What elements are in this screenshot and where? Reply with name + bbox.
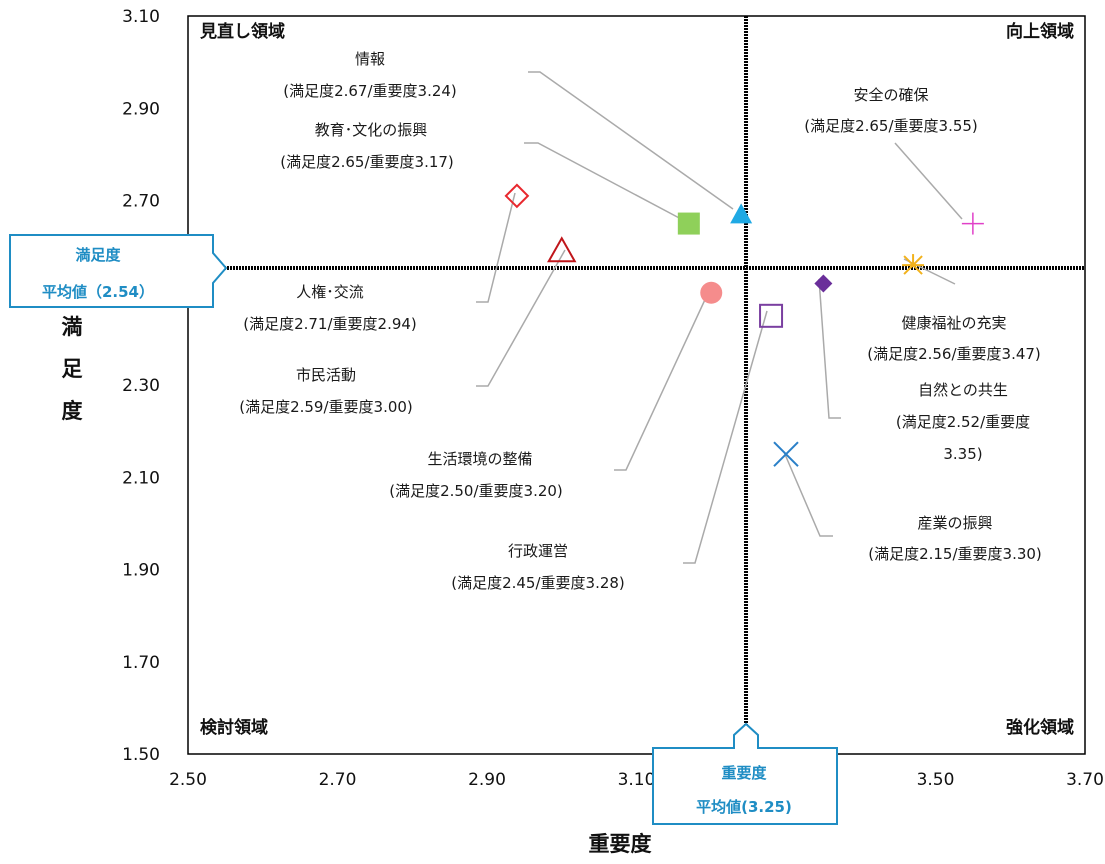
leader-line-safety [894,142,963,220]
point-label-education-values: (満足度2.65/重要度3.17) [280,153,454,171]
y-tick-label: 1.90 [122,561,160,581]
y-axis-title: 満足度 [62,315,83,423]
plot-frame [187,15,1086,755]
point-label-admin-name: 行政運営 [508,542,568,560]
leader-line-admin [683,310,768,564]
point-label-civic-name: 市民活動 [296,366,356,384]
point-label-human-rights-name: 人権･交流 [296,283,364,301]
avg-satisfaction-label: 満足度 [75,246,121,264]
y-tick-label: 2.10 [122,468,160,488]
x-axis-ticks: 2.502.702.903.103.303.503.70 [169,770,1104,790]
y-tick-label: 2.70 [122,192,160,212]
data-point-marker [759,303,784,328]
point-label-nature-values: (満足度2.52/重要度 [896,413,1030,431]
x-tick-label: 3.70 [1066,770,1104,790]
point-label-industry-name: 産業の振興 [917,514,992,532]
avg-importance-value: 平均値(3.25) [696,798,792,816]
point-label-human-rights-values: (満足度2.71/重要度2.94) [243,315,417,333]
y-tick-label: 3.10 [122,7,160,27]
x-tick-label: 2.70 [319,770,357,790]
point-label-environment-name: 生活環境の整備 [427,450,532,468]
point-label-industry-values: (満足度2.15/重要度3.30) [868,545,1042,563]
leader-line-nature [818,278,841,419]
x-tick-label: 3.50 [917,770,955,790]
point-label-safety-name: 安全の確保 [853,86,928,104]
leader-line-info [528,71,734,210]
data-point-marker [504,183,530,209]
leader-line-civic [476,249,566,387]
avg-satisfaction-value: 平均値（2.54） [42,283,154,301]
x-tick-label: 2.50 [169,770,207,790]
avg-importance-label: 重要度 [721,764,767,782]
leader-line-industry [783,451,833,537]
quadrant-top-right: 向上領域 [1006,21,1074,42]
point-label-safety-values: (満足度2.65/重要度3.55) [804,117,978,135]
y-axis-title-char: 足 [62,357,83,381]
quadrant-bottom-left: 検討領域 [200,717,268,738]
quadrant-top-left: 見直し領域 [199,21,285,42]
leader-line-human-rights [476,192,516,303]
x-axis-title: 重要度 [589,832,652,856]
point-label-admin-values: (満足度2.45/重要度3.28) [451,574,625,592]
data-point-marker [677,212,700,235]
point-label-health-values: (満足度2.56/重要度3.47) [867,345,1041,363]
leader-line-environment [614,290,710,471]
point-labels: 情報 (満足度2.67/重要度3.24) 教育･文化の振興 (満足度2.65/重… [239,50,1042,592]
leader-line-education [524,142,684,221]
data-point-marker [700,281,723,304]
point-label-info-values: (満足度2.67/重要度3.24) [283,82,457,100]
data-markers [504,183,984,467]
quadrant-bottom-right: 強化領域 [1006,717,1074,738]
y-tick-label: 1.70 [122,653,160,673]
y-axis-title-char: 度 [62,399,83,423]
point-label-education-name: 教育･文化の振興 [315,121,428,139]
point-label-environment-values: (満足度2.50/重要度3.20) [389,482,563,500]
data-point-marker [961,212,984,235]
data-point-marker [773,441,799,467]
data-point-marker [902,254,925,275]
data-point-marker [547,236,577,263]
avg-satisfaction-callout: 満足度 平均値（2.54） [9,234,228,308]
point-label-nature-name: 自然との共生 [918,381,1008,399]
point-label-health-name: 健康福祉の充実 [901,314,1006,332]
y-axis-ticks: 1.501.701.902.102.302.502.702.903.10 [122,7,160,765]
avg-importance-callout: 重要度 平均値(3.25) [652,722,838,825]
y-axis-title-char: 満 [62,315,83,339]
point-label-info-name: 情報 [355,50,385,68]
x-tick-label: 2.90 [468,770,506,790]
x-tick-label: 3.10 [618,770,656,790]
leader-lines [476,71,963,564]
data-point-marker [814,274,833,293]
y-tick-label: 1.50 [122,745,160,765]
y-tick-label: 2.30 [122,376,160,396]
avg-satisfaction-callout-box [9,234,228,308]
data-point-marker [730,203,753,224]
y-tick-label: 2.90 [122,99,160,119]
point-label-nature-values-cont: 3.35) [943,445,982,463]
point-label-civic-values: (満足度2.59/重要度3.00) [239,398,413,416]
avg-importance-callout-box [652,722,838,825]
